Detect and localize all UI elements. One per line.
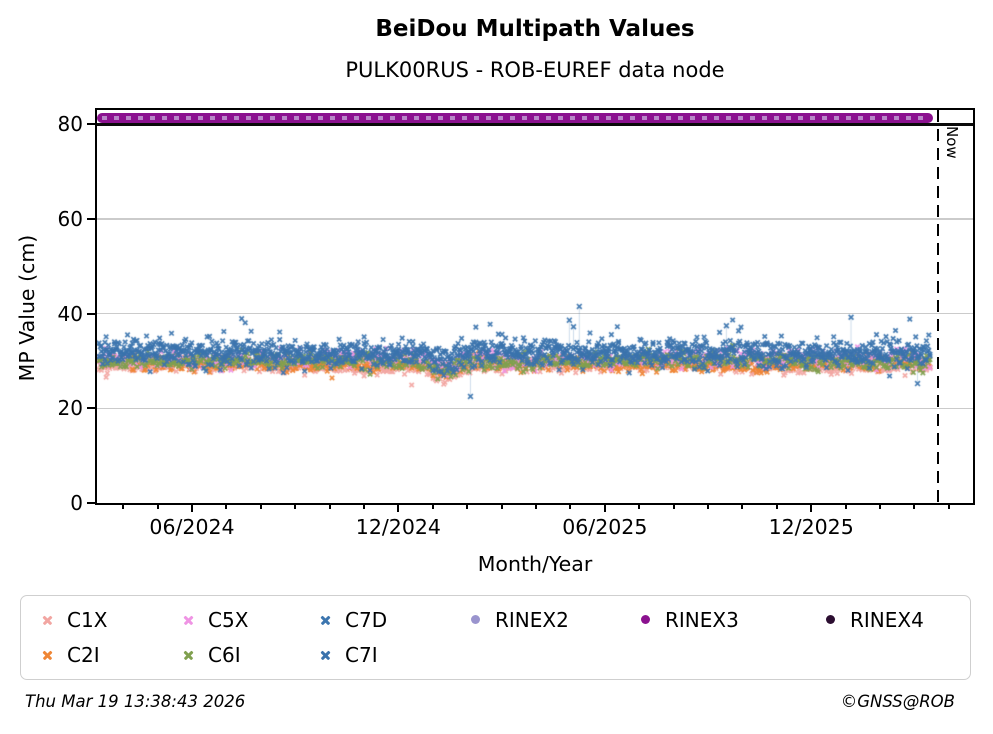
x-tick-minor <box>500 503 503 509</box>
y-tick <box>87 312 95 315</box>
legend-item-c7d: C7D <box>319 608 469 632</box>
legend-label: C5X <box>208 607 249 632</box>
legend-item-rinex4: RINEX4 <box>824 608 970 632</box>
y-axis-label: MP Value (cm) <box>15 234 39 382</box>
legend-label: C6I <box>208 643 241 668</box>
chart-subtitle: PULK00RUS - ROB-EUREF data node <box>345 58 725 82</box>
legend-item-rinex3: RINEX3 <box>639 608 824 632</box>
legend-item-c7i: C7I <box>319 643 469 667</box>
legend-label: RINEX3 <box>665 607 739 632</box>
y-tick <box>87 502 95 504</box>
x-tick-minor <box>156 503 159 509</box>
legend-item-c6i: C6I <box>182 643 319 667</box>
y-tick-label: 60 <box>57 206 83 231</box>
legend-label: C7I <box>345 643 378 668</box>
legend-item-c1x: C1X <box>41 608 182 632</box>
copyright-credit: ©GNSS@ROB <box>840 692 955 711</box>
legend-label: C7D <box>345 607 388 632</box>
x-tick-minor <box>535 503 537 509</box>
legend-label: C1X <box>67 607 108 632</box>
y-tick-label: 0 <box>70 491 83 515</box>
x-tick-minor <box>328 503 331 509</box>
x-tick-minor <box>225 503 228 509</box>
rinex4-availability-line <box>97 122 973 126</box>
chart-title: BeiDou Multipath Values <box>375 16 695 42</box>
c7i-marker-icon <box>319 649 332 662</box>
plot-area: Now 0 20 40 60 80 06/2024 12/2024 06/2025 12/202… <box>58 108 975 539</box>
y-tick <box>87 123 95 125</box>
x-tick-minor <box>638 503 641 509</box>
x-tick-minor <box>363 503 365 509</box>
now-dashed-line <box>936 110 939 503</box>
x-tick-minor <box>913 503 916 509</box>
y-tick-label: 40 <box>57 301 83 326</box>
x-tick-minor <box>947 503 950 509</box>
c2i-marker-icon <box>41 649 54 662</box>
x-axis-label: Month/Year <box>477 552 593 576</box>
c5x-marker-icon <box>182 613 195 626</box>
x-tick-minor <box>672 503 675 509</box>
x-tick-major <box>397 503 400 512</box>
x-tick-minor <box>879 503 881 509</box>
x-tick-minor <box>431 503 434 509</box>
x-tick-label: 12/2024 <box>355 515 441 539</box>
legend-box: C1X C5X C7D RINEX2 RINEX3 RINEX4 C2I C6I C7I <box>20 595 971 680</box>
legend-label: RINEX4 <box>850 607 924 632</box>
x-tick-label: 06/2024 <box>149 515 235 539</box>
x-tick-minor <box>122 503 125 509</box>
rinex2-marker-icon <box>469 613 482 626</box>
x-tick-minor <box>294 503 297 509</box>
rinex3-marker-icon <box>639 613 652 626</box>
x-tick-minor <box>741 503 744 509</box>
y-tick <box>87 407 95 410</box>
x-tick-label: 12/2025 <box>768 515 854 539</box>
x-tick-major <box>603 503 606 512</box>
y-tick-label: 20 <box>57 396 83 421</box>
x-tick-major <box>810 503 813 512</box>
y-tick-label: 80 <box>57 112 83 136</box>
legend-label: C2I <box>67 643 100 668</box>
legend-item-c2i: C2I <box>41 643 182 667</box>
x-tick-minor <box>569 503 572 509</box>
c6i-marker-icon <box>182 649 195 662</box>
x-tick-minor <box>844 503 847 509</box>
scatter-points-canvas <box>97 110 973 503</box>
legend-item-rinex2: RINEX2 <box>469 608 639 632</box>
plot-timestamp: Thu Mar 19 13:38:43 2026 <box>25 692 246 711</box>
x-tick-minor <box>707 503 709 509</box>
x-tick-label: 06/2025 <box>562 515 648 539</box>
c7d-marker-icon <box>319 613 332 626</box>
now-label: Now <box>943 126 961 159</box>
x-tick-minor <box>466 503 469 509</box>
rinex2-availability-markers <box>102 116 928 120</box>
legend-item-c5x: C5X <box>182 608 319 632</box>
x-tick-major <box>191 503 193 512</box>
x-tick-minor <box>259 503 262 509</box>
y-tick <box>87 217 95 220</box>
c1x-marker-icon <box>41 613 54 626</box>
legend-label: RINEX2 <box>495 607 569 632</box>
x-tick-minor <box>775 503 778 509</box>
rinex4-marker-icon <box>824 613 837 626</box>
